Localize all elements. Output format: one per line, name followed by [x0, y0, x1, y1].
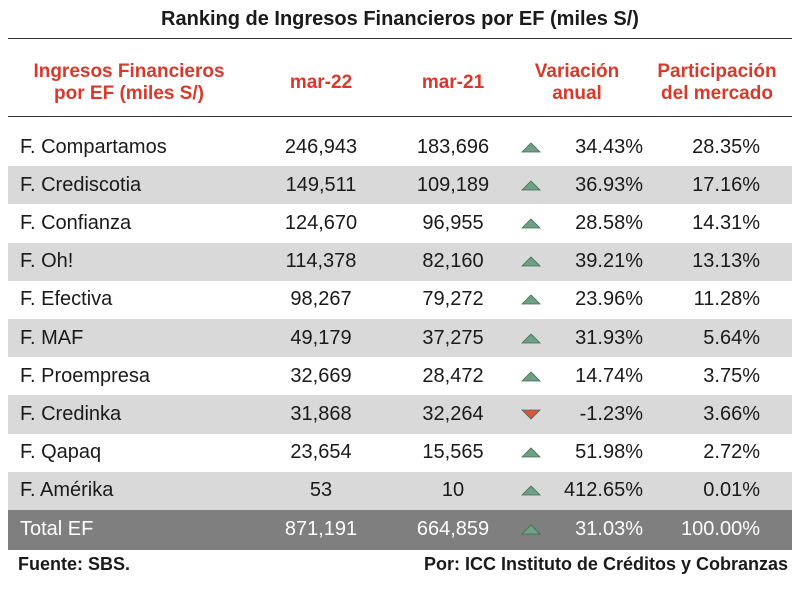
row-share: 17.16%: [692, 173, 760, 196]
row-variation: 28.58%: [575, 211, 643, 234]
row-variation: 31.93%: [575, 326, 643, 349]
row-mar22: 114,378: [285, 250, 357, 273]
total-variation: 31.03%: [575, 518, 643, 541]
row-name: F. Amérika: [20, 479, 114, 502]
table-title: Ranking de Ingresos Financieros por EF (…: [161, 8, 639, 30]
table-row: F. Confianza 124,670 96,955 28.58% 14.31…: [8, 204, 792, 242]
row-share: 2.72%: [703, 441, 760, 464]
trend-down-icon: [516, 395, 546, 433]
row-mar21: 79,272: [422, 288, 484, 311]
table-row: F. MAF 49,179 37,275 31.93% 5.64%: [8, 318, 792, 358]
total-mar22: 871,191: [284, 518, 358, 541]
header-participacion: Participación del mercado: [644, 56, 790, 110]
row-mar22: 149,511: [285, 173, 357, 196]
credit-note: Por: ICC Instituto de Créditos y Cobranz…: [423, 554, 788, 574]
row-mar22: 49,179: [290, 326, 352, 349]
row-mar21: 28,472: [422, 364, 484, 387]
header-participacion-line1: Participación: [657, 61, 777, 82]
header-participacion-line2: del mercado: [661, 83, 773, 104]
row-share: 3.66%: [703, 402, 760, 425]
row-mar21: 10: [441, 479, 465, 502]
header-mar21: mar-21: [421, 72, 485, 93]
row-mar22: 31,868: [290, 402, 352, 425]
row-share: 13.13%: [692, 250, 760, 273]
header-ingresos-line1: Ingresos Financieros: [33, 61, 225, 82]
row-mar21: 109,189: [416, 173, 490, 196]
row-variation: 23.96%: [575, 288, 643, 311]
row-share: 28.35%: [692, 135, 760, 158]
trend-up-icon: [516, 434, 546, 472]
header-ingresos: Ingresos Financieros por EF (miles S/): [14, 56, 244, 110]
row-mar22: 246,943: [284, 135, 358, 158]
table-row: F. Amérika 53 10 412.65% 0.01%: [8, 471, 792, 510]
table-total-row: Total EF 871,191 664,859 31.03% 100.00%: [8, 509, 792, 550]
row-name: F. Efectiva: [20, 288, 113, 311]
row-variation: 14.74%: [575, 364, 643, 387]
total-name: Total EF: [20, 518, 94, 541]
source-note: Fuente: SBS.: [18, 554, 131, 574]
header-variacion-line1: Variación: [534, 61, 620, 82]
row-share: 5.64%: [703, 326, 760, 349]
row-name: F. Credinka: [20, 402, 122, 425]
total-share: 100.00%: [681, 518, 760, 541]
table-body: F. Compartamos 246,943 183,696 34.43% 28…: [8, 128, 792, 550]
row-mar22: 23,654: [290, 441, 352, 464]
row-share: 3.75%: [703, 364, 760, 387]
row-name: F. Oh!: [20, 250, 74, 273]
trend-up-icon: [516, 319, 546, 357]
header-mar22: mar-22: [289, 72, 353, 93]
row-mar21: 82,160: [422, 250, 484, 273]
row-mar21: 183,696: [416, 135, 490, 158]
title-divider: [8, 38, 792, 39]
trend-up-icon: [516, 510, 546, 550]
row-mar21: 15,565: [422, 441, 484, 464]
row-name: F. Confianza: [20, 211, 132, 234]
table-row: F. Crediscotia 149,511 109,189 36.93% 17…: [8, 166, 792, 205]
row-name: F. Proempresa: [20, 364, 151, 387]
row-mar22: 32,669: [290, 364, 352, 387]
table-row: F. Proempresa 32,669 28,472 14.74% 3.75%: [8, 357, 792, 395]
row-variation: 39.21%: [575, 250, 643, 273]
row-variation: 34.43%: [575, 135, 643, 158]
row-variation: 51.98%: [575, 441, 643, 464]
trend-up-icon: [516, 243, 546, 281]
row-share: 0.01%: [703, 479, 760, 502]
table-row: F. Credinka 31,868 32,264 -1.23% 3.66%: [8, 395, 792, 434]
row-name: F. Crediscotia: [20, 173, 142, 196]
row-name: F. MAF: [20, 326, 84, 349]
header-variacion: Variación anual: [512, 56, 642, 110]
trend-up-icon: [516, 128, 546, 166]
row-mar22: 53: [309, 479, 333, 502]
trend-up-icon: [516, 357, 546, 395]
row-name: F. Compartamos: [20, 135, 167, 158]
row-variation: -1.23%: [579, 402, 643, 425]
total-mar21: 664,859: [416, 518, 490, 541]
trend-up-icon: [516, 472, 546, 510]
row-name: F. Qapaq: [20, 441, 102, 464]
table-row: F. Compartamos 246,943 183,696 34.43% 28…: [8, 128, 792, 166]
header-variacion-line2: anual: [552, 83, 602, 104]
row-share: 11.28%: [693, 288, 760, 311]
row-mar21: 37,275: [422, 326, 484, 349]
trend-up-icon: [516, 281, 546, 319]
row-mar21: 96,955: [422, 211, 484, 234]
table-row: F. Qapaq 23,654 15,565 51.98% 2.72%: [8, 434, 792, 472]
table-row: F. Oh! 114,378 82,160 39.21% 13.13%: [8, 242, 792, 281]
row-share: 14.31%: [692, 211, 760, 234]
trend-up-icon: [516, 166, 546, 204]
row-mar21: 32,264: [422, 402, 484, 425]
header-ingresos-line2: por EF (miles S/): [54, 83, 204, 104]
table-row: F. Efectiva 98,267 79,272 23.96% 11.28%: [8, 281, 792, 319]
row-mar22: 124,670: [284, 211, 358, 234]
row-variation: 412.65%: [564, 479, 643, 502]
row-mar22: 98,267: [290, 288, 352, 311]
row-variation: 36.93%: [575, 173, 643, 196]
header-divider: [8, 116, 792, 117]
trend-up-icon: [516, 204, 546, 242]
